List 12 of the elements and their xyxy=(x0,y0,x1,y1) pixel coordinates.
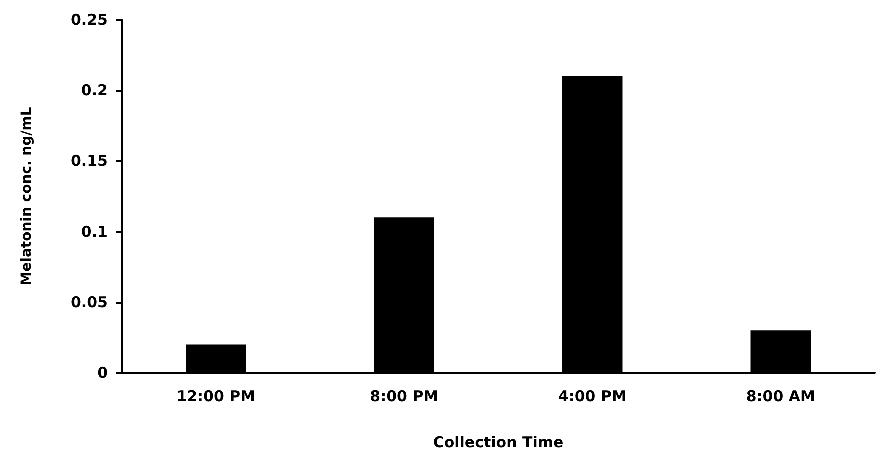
x-tick-label: 8:00 PM xyxy=(370,388,439,406)
x-tick-label: 12:00 PM xyxy=(176,388,256,406)
y-tick-label: 0.25 xyxy=(70,11,108,29)
y-tick-label: 0.1 xyxy=(81,222,108,241)
x-axis-title: Collection Time xyxy=(433,434,564,452)
y-axis-title: Melatonin conc. ng/mL xyxy=(19,107,35,286)
y-tick-label: 0 xyxy=(98,364,108,382)
x-tick-label: 8:00 AM xyxy=(746,388,816,406)
y-tick-label: 0.05 xyxy=(70,293,108,312)
y-tick-label: 0.2 xyxy=(81,82,108,100)
y-tick-label: 0.15 xyxy=(70,152,108,170)
x-tick-label: 4:00 PM xyxy=(558,388,627,406)
